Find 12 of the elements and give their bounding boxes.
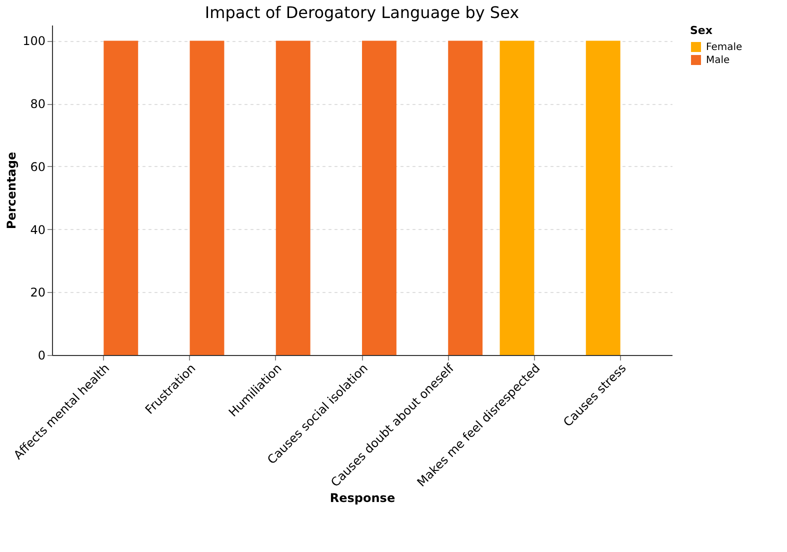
legend-title: Sex <box>690 24 712 37</box>
y-tick-label: 20 <box>30 286 46 300</box>
y-tick-label: 100 <box>22 34 46 48</box>
chart-title: Impact of Derogatory Language by Sex <box>204 3 520 22</box>
y-tick-label: 40 <box>30 222 46 237</box>
y-axis-title: Percentage <box>4 152 19 230</box>
y-tick-label: 80 <box>30 97 46 112</box>
x-axis-title: Response <box>330 490 396 505</box>
legend-label: Male <box>706 55 730 66</box>
y-tick-label: 60 <box>30 160 46 174</box>
legend-label: Female <box>706 42 742 53</box>
y-tick-label: 0 <box>38 348 46 362</box>
